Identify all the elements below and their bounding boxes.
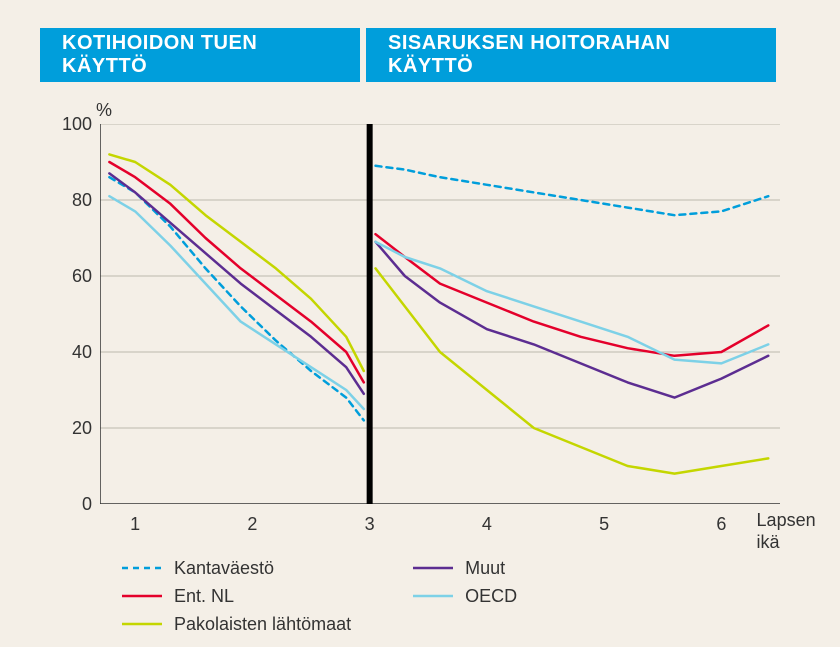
- legend-item: Muut: [411, 554, 517, 582]
- x-tick-label: 3: [365, 514, 375, 535]
- legend-item: OECD: [411, 582, 517, 610]
- legend-swatch-icon: [120, 559, 164, 577]
- chart-plot: [100, 124, 780, 504]
- legend-label: Pakolaisten lähtömaat: [174, 614, 351, 635]
- x-tick-label: 5: [599, 514, 609, 535]
- legend-swatch-icon: [411, 587, 455, 605]
- legend-item: Kantaväestö: [120, 554, 351, 582]
- y-tick-label: 100: [56, 114, 92, 135]
- legend-swatch-icon: [120, 587, 164, 605]
- y-tick-label: 40: [56, 342, 92, 363]
- legend-swatch-icon: [120, 615, 164, 633]
- legend-label: Muut: [465, 558, 505, 579]
- y-tick-label: 0: [56, 494, 92, 515]
- y-tick-label: 20: [56, 418, 92, 439]
- legend-label: OECD: [465, 586, 517, 607]
- x-tick-label: 6: [716, 514, 726, 535]
- y-axis-unit: %: [96, 100, 112, 121]
- x-tick-label: 4: [482, 514, 492, 535]
- y-tick-label: 80: [56, 190, 92, 211]
- header-left: KOTIHOIDON TUEN KÄYTTÖ: [40, 28, 360, 82]
- header-bar: KOTIHOIDON TUEN KÄYTTÖ SISARUKSEN HOITOR…: [40, 28, 776, 82]
- legend-item: Ent. NL: [120, 582, 351, 610]
- x-axis-title: Lapsenikä: [757, 510, 816, 553]
- legend-item: Pakolaisten lähtömaat: [120, 610, 351, 638]
- legend: Kantaväestö Ent. NL Pakolaisten lähtömaat M…: [120, 554, 577, 638]
- legend-label: Ent. NL: [174, 586, 234, 607]
- legend-label: Kantaväestö: [174, 558, 274, 579]
- x-tick-label: 2: [247, 514, 257, 535]
- legend-swatch-icon: [411, 559, 455, 577]
- header-right: SISARUKSEN HOITORAHAN KÄYTTÖ: [366, 28, 776, 82]
- y-tick-label: 60: [56, 266, 92, 287]
- x-tick-label: 1: [130, 514, 140, 535]
